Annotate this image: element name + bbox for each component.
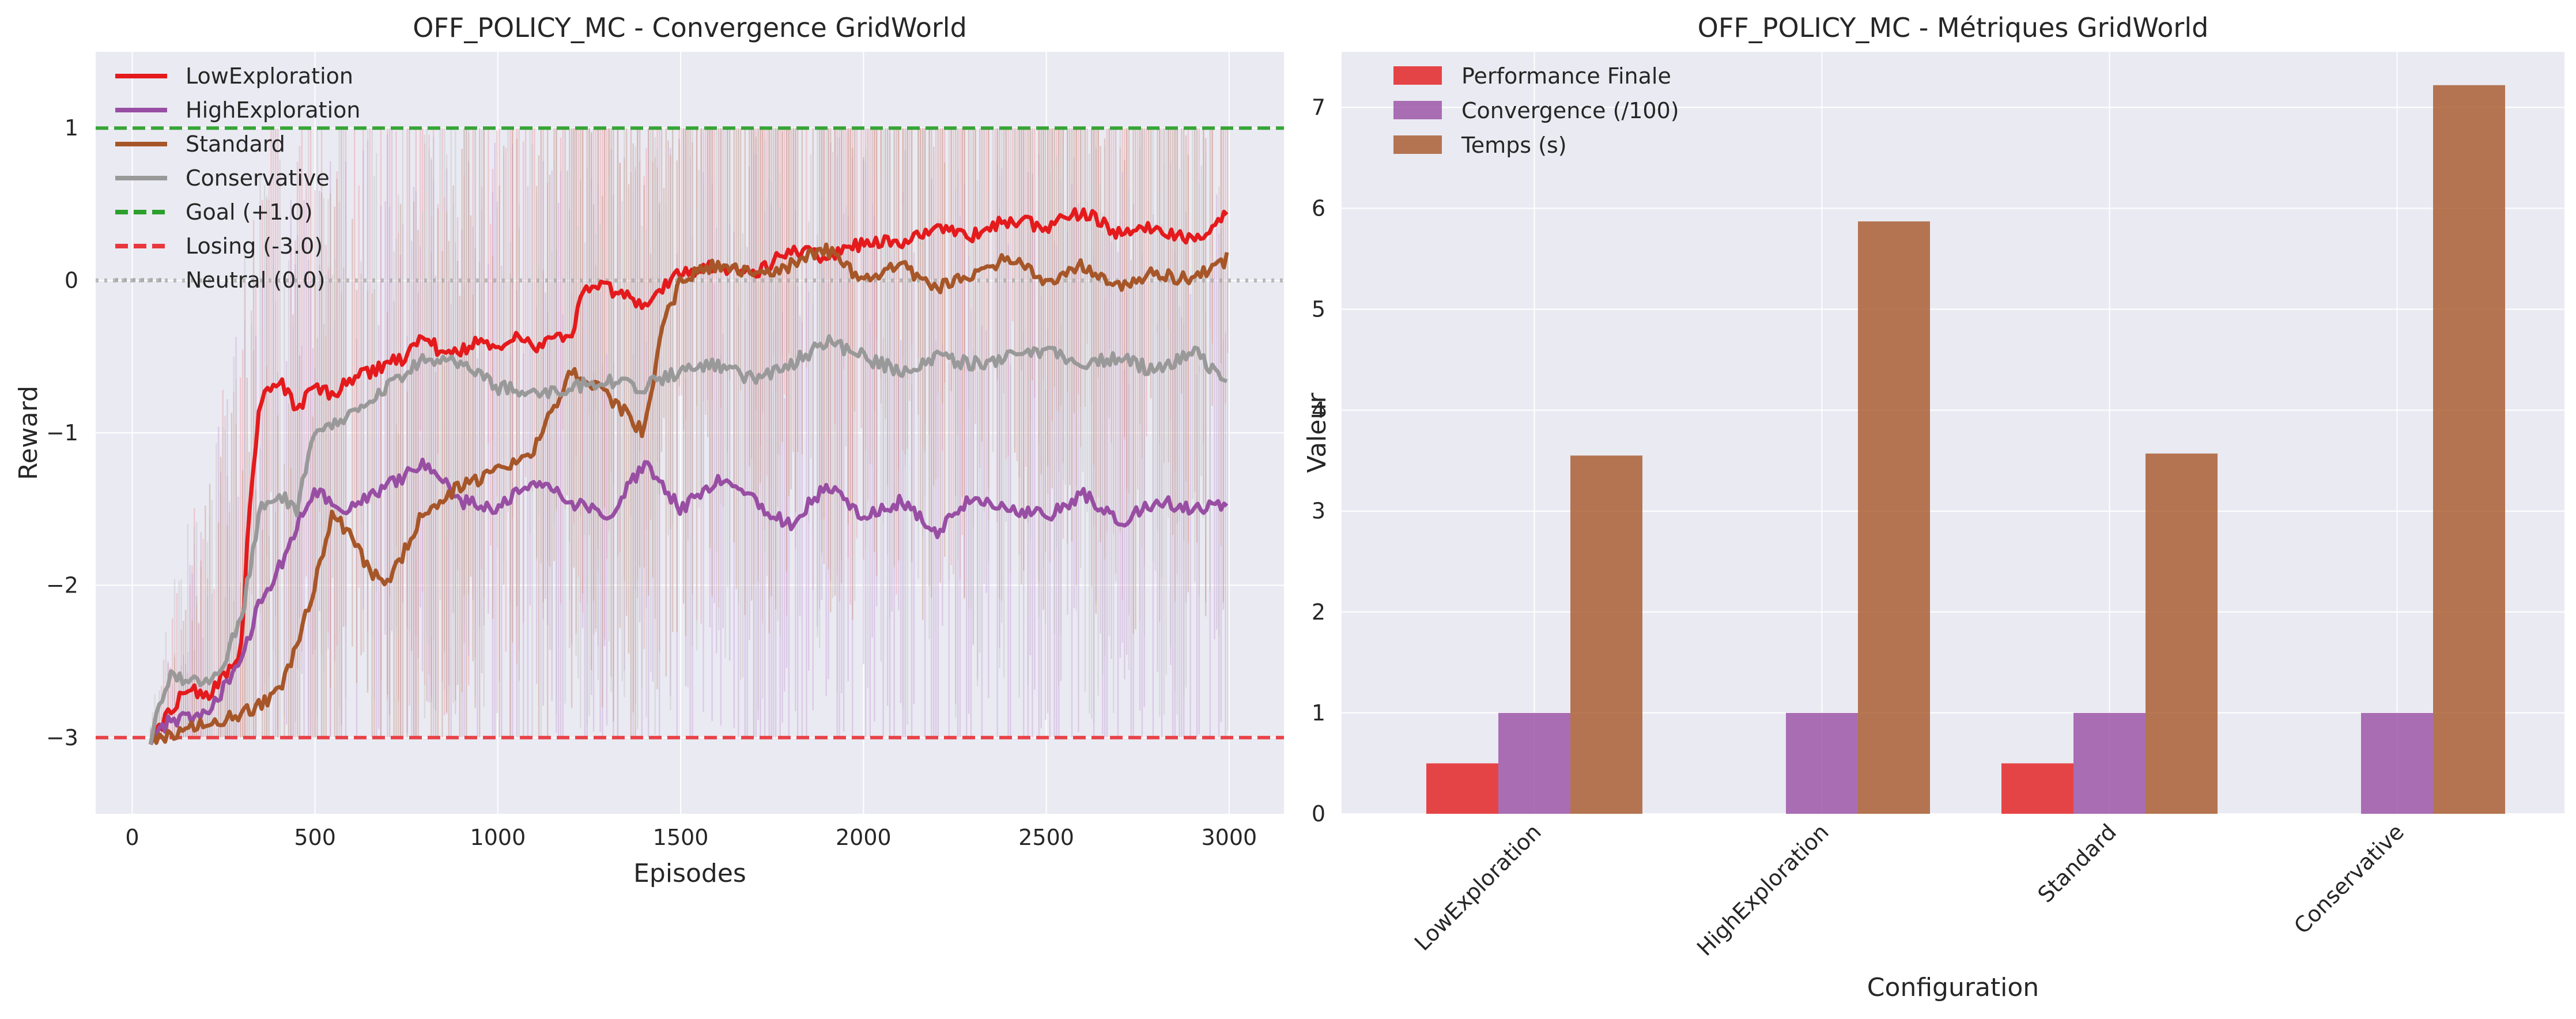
legend-label: Temps (s) [1461,133,1567,158]
convergence-line-chart: 0 500 1000 1500 2000 2500 3000 −3 −2 −1 0 1 LowExp… [14,12,1284,888]
right-y-tick-labels: 0 1 2 3 4 5 6 7 [1312,95,1325,826]
left-y-axis-label: Reward [14,386,43,480]
right-y-tick-label: 7 [1312,95,1325,120]
left-x-tick-label: 0 [125,825,139,850]
left-x-tick-labels: 0 500 1000 1500 2000 2500 3000 [125,825,1257,850]
left-y-tick-label: −1 [46,420,78,446]
left-x-axis-label: Episodes [633,859,746,888]
right-plot-background [1342,52,2564,814]
right-y-tick-label: 0 [1312,801,1325,826]
right-x-tick-labels: LowExploration HighExploration Standard Con… [1410,819,2409,961]
right-x-tick-label: LowExploration [1410,819,1546,956]
left-series-lines [148,207,1229,746]
right-y-tick-label: 1 [1312,700,1325,726]
left-y-tick-label: −2 [46,572,78,598]
legend-swatch [1393,66,1442,85]
left-x-tick-label: 1000 [470,825,526,850]
legend-label: Goal (+1.0) [186,199,313,225]
bar-performance-finale-lowexploration [1426,763,1498,814]
left-y-tick-label: 1 [65,115,78,141]
series-line-highexploration [149,458,1229,746]
left-x-tick-label: 2500 [1018,825,1074,850]
right-x-tick-label: Standard [2033,819,2121,907]
left-chart-title: OFF_POLICY_MC - Convergence GridWorld [413,12,967,43]
left-y-tick-labels: −3 −2 −1 0 1 [46,115,78,750]
legend-item-lowexploration: LowExploration [115,63,353,89]
legend-label: Losing (-3.0) [186,233,323,259]
legend-item-neutral-0-0: Neutral (0.0) [115,267,325,293]
right-bars [1426,85,2505,814]
bar-temps-s-highexploration [1858,221,1930,814]
right-y-tick-label: 4 [1312,398,1325,423]
legend-label: Neutral (0.0) [186,267,325,293]
bar-convergence-100-highexploration [1786,712,1858,814]
left-legend: LowExploration HighExploration Standard Con… [115,63,360,293]
right-legend: Performance Finale Convergence (/100) Temp… [1393,63,1679,158]
left-x-tick-label: 2000 [836,825,892,850]
legend-label: HighExploration [186,97,360,123]
series-line-lowexploration [148,207,1229,745]
legend-item-highexploration: HighExploration [115,97,360,123]
legend-item-convergence-100: Convergence (/100) [1393,98,1679,123]
left-x-tick-label: 1500 [653,825,709,850]
bar-performance-finale-standard [2001,763,2073,814]
left-x-tick-label: 3000 [1201,825,1257,850]
legend-item-losing-3-0: Losing (-3.0) [115,233,323,259]
right-x-axis-label: Configuration [1867,973,2039,1002]
legend-item-temps-s: Temps (s) [1393,133,1567,158]
right-x-tick-label: HighExploration [1692,819,1834,961]
right-y-axis-label: Valeur [1302,392,1332,473]
bar-convergence-100-conservative [2361,712,2433,814]
series-line-standard [148,242,1229,745]
series-line-conservative [148,334,1228,745]
left-y-tick-label: 0 [65,268,78,293]
legend-label: Conservative [186,165,330,191]
legend-item-goal-1-0: Goal (+1.0) [115,199,313,225]
right-y-tick-label: 5 [1312,297,1325,322]
right-y-tick-label: 6 [1312,195,1325,221]
bar-temps-s-lowexploration [1570,455,1642,814]
bar-temps-s-standard [2146,453,2218,814]
legend-item-performance-finale: Performance Finale [1393,63,1671,89]
legend-swatch [1393,101,1442,119]
legend-label: Convergence (/100) [1461,98,1679,123]
right-x-tick-label: Conservative [2289,819,2409,939]
right-y-tick-label: 3 [1312,499,1325,524]
legend-label: Standard [186,131,285,157]
left-y-tick-label: −3 [46,725,78,750]
legend-item-standard: Standard [115,131,285,157]
metrics-bar-chart: LowExploration HighExploration Standard Con… [1302,12,2564,1002]
bar-temps-s-conservative [2433,85,2505,814]
legend-item-conservative: Conservative [115,165,330,191]
legend-label: LowExploration [186,63,353,89]
bar-convergence-100-lowexploration [1498,712,1570,814]
right-chart-title: OFF_POLICY_MC - Métriques GridWorld [1698,12,2209,43]
legend-swatch [1393,135,1442,154]
left-x-tick-label: 500 [294,825,336,850]
bar-convergence-100-standard [2073,712,2146,814]
legend-label: Performance Finale [1461,63,1671,89]
right-y-tick-label: 2 [1312,599,1325,625]
left-reference-lines [96,126,1284,739]
